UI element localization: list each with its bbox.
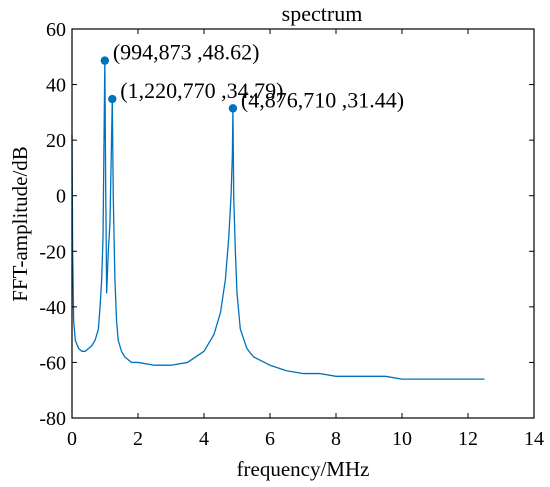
- peak-marker: [108, 94, 117, 104]
- y-tick-label: 60: [46, 19, 66, 41]
- x-tick-label: 6: [265, 428, 275, 450]
- peak-marker: [100, 56, 110, 65]
- x-axis-label: frequency/MHz: [237, 457, 370, 481]
- peak-annotation-label: (1,220,770 ,34.79): [120, 78, 283, 103]
- peak-annotation-label: (994,873 ,48.62): [113, 40, 260, 65]
- y-tick-label: -60: [39, 352, 66, 374]
- y-tick-label: 40: [46, 75, 66, 97]
- axis-ticks: 0 2 4 6 8 10 12 14 -80 -60 -40 -20 0 20 40 60: [39, 19, 544, 450]
- y-axis-label: FFT-amplitude/dB: [8, 146, 32, 302]
- x-tick-label: 8: [331, 428, 341, 450]
- plot-frame: [71, 28, 535, 419]
- data-annotations: (994,873 ,48.62) (1,220,770 ,34.79)(4,876…: [100, 40, 404, 113]
- y-tick-label: -20: [39, 241, 66, 263]
- x-tick-label: 10: [392, 428, 412, 450]
- peak-marker: [228, 104, 238, 113]
- spectrum-series-line: [71, 59, 485, 380]
- y-tick-label: -80: [39, 408, 66, 430]
- peak-annotation-label: (4,876,710 ,31.44): [241, 87, 404, 112]
- x-tick-label: 12: [458, 428, 478, 450]
- chart-title: spectrum: [282, 1, 363, 26]
- x-tick-label: 14: [524, 428, 544, 450]
- y-tick-label: 0: [56, 186, 66, 208]
- x-tick-label: 4: [199, 428, 209, 450]
- y-tick-label: -40: [39, 297, 66, 319]
- x-tick-label: 2: [133, 428, 143, 450]
- y-tick-label: 20: [46, 130, 66, 152]
- plot-area: [71, 59, 485, 380]
- x-tick-label: 0: [67, 428, 77, 450]
